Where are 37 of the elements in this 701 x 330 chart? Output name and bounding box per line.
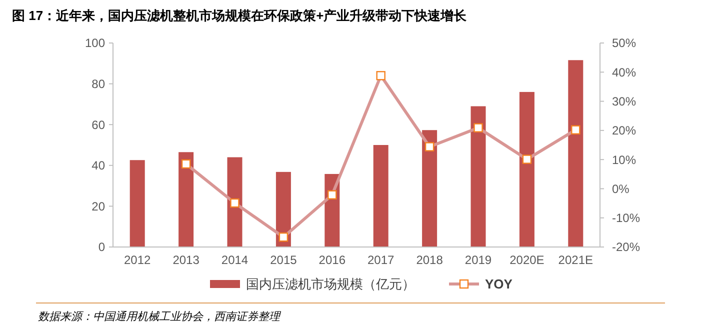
chart-title: 图 17：近年来，国内压滤机整机市场规模在环保政策+产业升级带动下快速增长 xyxy=(12,8,468,23)
bar xyxy=(470,106,486,247)
y2-tick-label: 10% xyxy=(612,152,636,167)
y-tick-label: 40 xyxy=(92,158,106,173)
bar xyxy=(519,92,534,247)
y2-tick-label: -20% xyxy=(612,240,640,254)
y-tick-label: 20 xyxy=(92,199,106,214)
y-tick-label: 80 xyxy=(92,77,106,91)
x-tick-label: 2019 xyxy=(464,253,492,267)
bar xyxy=(227,157,242,247)
x-tick-label: 2021E xyxy=(558,253,593,267)
x-tick-label: 2014 xyxy=(221,253,248,267)
x-tick-label: 2016 xyxy=(318,253,346,267)
bar xyxy=(130,160,145,247)
bar xyxy=(276,172,291,247)
x-tick-label: 2018 xyxy=(416,253,444,267)
y2-tick-label: 0% xyxy=(612,182,630,196)
source-note: 数据来源：中国通用机械工业协会，西南证券整理 xyxy=(38,310,282,323)
x-tick-label: 2020E xyxy=(510,253,544,267)
legend-label: 国内压滤机市场规模（亿元） xyxy=(246,276,415,292)
y2-tick-label: 40% xyxy=(612,65,636,80)
x-tick-label: 2012 xyxy=(124,253,152,267)
bar xyxy=(568,60,584,247)
y2-tick-label: -10% xyxy=(612,211,640,226)
y-tick-label: 0 xyxy=(98,240,106,254)
y2-tick-label: 50% xyxy=(612,36,636,50)
bar xyxy=(422,130,438,247)
y-tick-label: 100 xyxy=(84,36,106,50)
y-tick-label: 60 xyxy=(92,118,106,132)
bar xyxy=(373,145,388,247)
y2-tick-label: 30% xyxy=(612,94,636,108)
y2-tick-label: 20% xyxy=(612,124,636,138)
legend-label: YOY xyxy=(485,276,513,292)
x-tick-label: 2015 xyxy=(270,253,298,267)
bar xyxy=(178,152,194,247)
x-tick-label: 2013 xyxy=(172,253,200,267)
x-tick-label: 2017 xyxy=(368,253,395,267)
